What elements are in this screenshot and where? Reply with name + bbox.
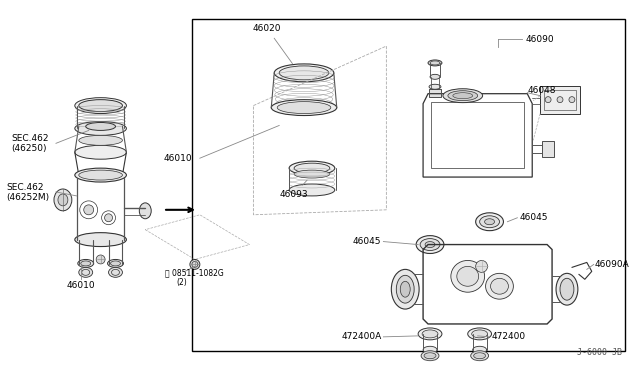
Ellipse shape bbox=[424, 353, 436, 359]
Ellipse shape bbox=[96, 255, 105, 264]
Ellipse shape bbox=[418, 328, 442, 340]
Text: (46250): (46250) bbox=[12, 144, 47, 153]
Ellipse shape bbox=[557, 97, 563, 103]
Ellipse shape bbox=[289, 161, 335, 175]
Text: 46010: 46010 bbox=[67, 281, 95, 290]
Bar bbox=[431, 102, 524, 168]
Ellipse shape bbox=[86, 122, 115, 131]
Ellipse shape bbox=[54, 189, 72, 211]
Ellipse shape bbox=[457, 266, 479, 286]
Ellipse shape bbox=[430, 74, 440, 79]
Ellipse shape bbox=[79, 267, 93, 277]
Ellipse shape bbox=[545, 97, 551, 103]
Bar bbox=[429, 89, 441, 97]
Ellipse shape bbox=[271, 100, 337, 116]
Ellipse shape bbox=[486, 273, 513, 299]
Text: 46045: 46045 bbox=[353, 237, 381, 246]
Ellipse shape bbox=[556, 273, 578, 305]
Ellipse shape bbox=[79, 100, 122, 112]
Bar bbox=[544, 90, 576, 110]
Ellipse shape bbox=[472, 330, 488, 338]
Ellipse shape bbox=[476, 260, 488, 272]
Ellipse shape bbox=[453, 93, 473, 99]
Ellipse shape bbox=[476, 213, 504, 231]
Text: SEC.462: SEC.462 bbox=[12, 134, 49, 143]
Ellipse shape bbox=[448, 91, 477, 101]
Ellipse shape bbox=[473, 346, 486, 353]
Ellipse shape bbox=[289, 184, 335, 196]
Ellipse shape bbox=[569, 97, 575, 103]
Ellipse shape bbox=[400, 281, 410, 297]
Text: 472400: 472400 bbox=[492, 332, 525, 341]
Ellipse shape bbox=[84, 205, 93, 215]
Ellipse shape bbox=[190, 259, 200, 269]
Text: 46090: 46090 bbox=[525, 35, 554, 44]
Ellipse shape bbox=[108, 259, 124, 267]
Ellipse shape bbox=[470, 351, 488, 361]
Ellipse shape bbox=[560, 278, 574, 300]
Ellipse shape bbox=[428, 60, 442, 66]
Text: Ⓝ 08511-1082G: Ⓝ 08511-1082G bbox=[165, 269, 224, 278]
Ellipse shape bbox=[58, 194, 68, 206]
Ellipse shape bbox=[109, 267, 122, 277]
Ellipse shape bbox=[294, 163, 330, 173]
Ellipse shape bbox=[79, 135, 122, 145]
Bar bbox=[192, 19, 625, 351]
Text: 46020: 46020 bbox=[253, 24, 292, 64]
Text: 46090A: 46090A bbox=[595, 260, 630, 269]
Ellipse shape bbox=[140, 203, 151, 219]
Text: SEC.462: SEC.462 bbox=[6, 183, 44, 192]
Ellipse shape bbox=[425, 241, 435, 247]
Bar bbox=[540, 86, 580, 113]
Ellipse shape bbox=[421, 351, 439, 361]
Ellipse shape bbox=[474, 353, 486, 359]
Ellipse shape bbox=[277, 102, 331, 113]
Ellipse shape bbox=[479, 216, 499, 228]
Ellipse shape bbox=[75, 168, 127, 182]
Ellipse shape bbox=[279, 66, 329, 80]
Ellipse shape bbox=[275, 64, 334, 82]
Ellipse shape bbox=[81, 261, 91, 266]
Ellipse shape bbox=[420, 238, 440, 250]
Ellipse shape bbox=[391, 269, 419, 309]
Ellipse shape bbox=[443, 89, 483, 103]
Text: 46010: 46010 bbox=[163, 154, 192, 163]
Text: 472400A: 472400A bbox=[341, 332, 381, 341]
Ellipse shape bbox=[451, 260, 484, 292]
Ellipse shape bbox=[104, 214, 113, 222]
Text: 46093: 46093 bbox=[280, 180, 308, 199]
Ellipse shape bbox=[396, 275, 414, 303]
Ellipse shape bbox=[75, 98, 127, 113]
Ellipse shape bbox=[79, 170, 122, 180]
Ellipse shape bbox=[75, 122, 127, 135]
Text: J-6000 JB: J-6000 JB bbox=[577, 348, 621, 357]
Ellipse shape bbox=[484, 219, 495, 225]
Ellipse shape bbox=[429, 84, 441, 89]
Text: 46045: 46045 bbox=[519, 213, 548, 222]
Ellipse shape bbox=[111, 261, 120, 266]
Ellipse shape bbox=[422, 330, 438, 338]
Ellipse shape bbox=[468, 328, 492, 340]
Ellipse shape bbox=[75, 232, 127, 247]
Ellipse shape bbox=[75, 145, 127, 159]
Text: (2): (2) bbox=[176, 278, 187, 287]
Text: 46048: 46048 bbox=[527, 86, 556, 95]
Bar bbox=[542, 141, 554, 157]
Ellipse shape bbox=[416, 235, 444, 253]
Ellipse shape bbox=[490, 278, 508, 294]
Ellipse shape bbox=[423, 346, 437, 353]
Ellipse shape bbox=[78, 259, 93, 267]
Text: (46252M): (46252M) bbox=[6, 193, 49, 202]
Ellipse shape bbox=[430, 61, 440, 65]
Ellipse shape bbox=[294, 170, 330, 178]
